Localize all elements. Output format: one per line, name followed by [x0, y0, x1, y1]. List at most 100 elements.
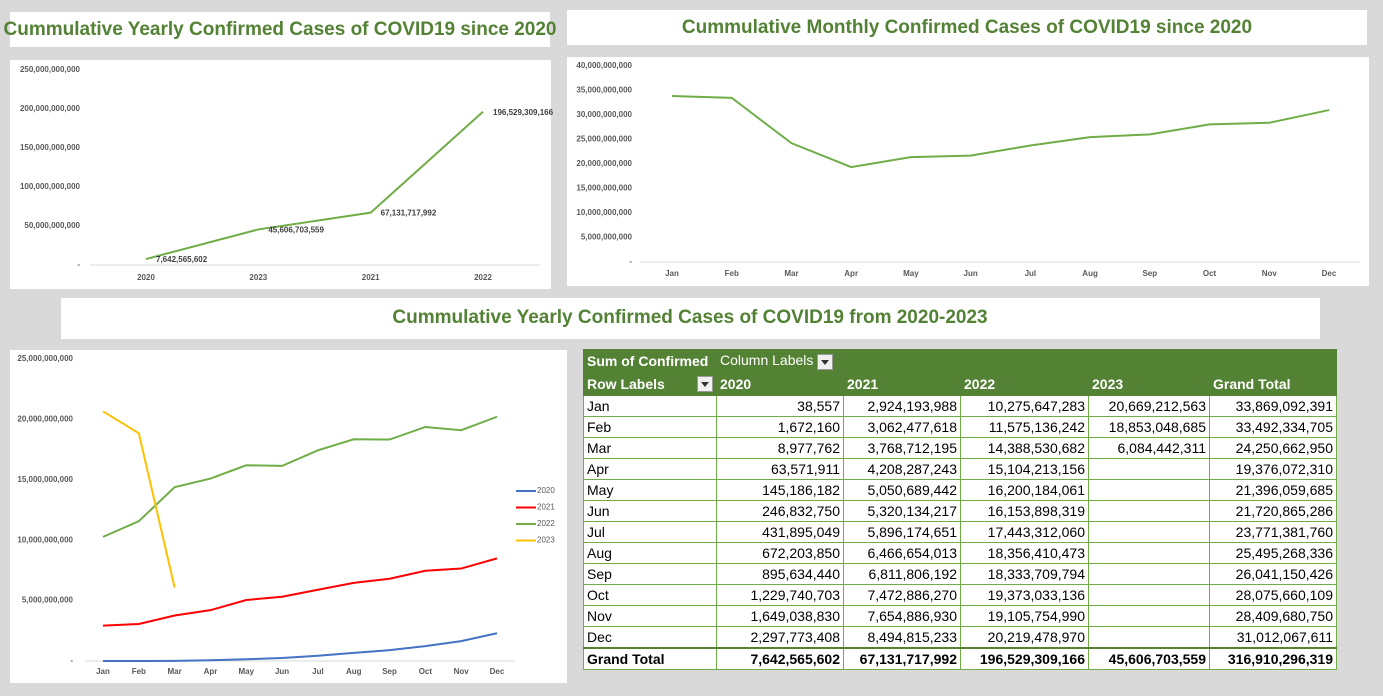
table-cell [1088, 542, 1210, 564]
table-cell: 1,672,160 [716, 416, 844, 438]
x-tick-label: Sep [1142, 269, 1157, 278]
x-tick-label: Feb [725, 269, 739, 278]
y-tick-label: 20,000,000,000 [576, 159, 632, 168]
x-tick-label: 2022 [474, 273, 492, 282]
table-cell: 26,041,150,426 [1209, 563, 1337, 585]
chart-panel [10, 350, 567, 683]
table-cell: 14,388,530,682 [960, 437, 1089, 459]
x-tick-label: Oct [419, 667, 433, 676]
header-cell: Column Labels [716, 349, 1337, 373]
table-cell: 672,203,850 [716, 542, 844, 564]
data-line [102, 632, 498, 662]
title-panel [61, 298, 1320, 339]
header-row: Sum of Confirmed Column Labels [583, 349, 1337, 373]
y-tick-label: - [70, 656, 73, 665]
column-label: Row Labels [587, 376, 665, 392]
filter-button[interactable] [817, 353, 834, 370]
table-cell: 3,768,712,195 [843, 437, 961, 459]
chart-title: Cummulative Yearly Confirmed Cases of CO… [4, 19, 557, 40]
table-row: Jul 431,895,049 5,896,174,651 17,443,312,06… [583, 521, 1337, 543]
table-cell: 38,557 [716, 395, 844, 417]
y-tick-label: 200,000,000,000 [20, 104, 81, 113]
header-cell: Sum of Confirmed [583, 349, 717, 373]
table-cell: 7,472,886,270 [843, 584, 961, 606]
chart-panel [10, 60, 551, 289]
table-cell: 33,869,092,391 [1209, 395, 1337, 417]
table-cell: Dec [583, 626, 717, 649]
table-row: Nov 1,649,038,830 7,654,886,930 19,105,754,… [583, 605, 1337, 627]
table-cell: 5,320,134,217 [843, 500, 961, 522]
x-tick-label: Mar [168, 667, 182, 676]
table-cell: 7,654,886,930 [843, 605, 961, 627]
header-label: Column Labels [720, 352, 814, 369]
y-tick-label: 20,000,000,000 [17, 415, 73, 424]
table-cell: 8,977,762 [716, 437, 844, 459]
y-tick-label: - [629, 257, 632, 266]
table-cell: 5,050,689,442 [843, 479, 961, 501]
filter-button[interactable] [697, 376, 713, 392]
y-tick-label: 10,000,000,000 [17, 535, 73, 544]
title-panel [10, 12, 550, 47]
x-tick-label: Jun [964, 269, 978, 278]
table-cell: 196,529,309,166 [960, 647, 1089, 670]
column-header: Grand Total [1209, 372, 1337, 396]
table-cell: 20,669,212,563 [1088, 395, 1210, 417]
table-cell: 45,606,703,559 [1088, 647, 1210, 670]
data-line [671, 95, 1330, 169]
y-tick-label: 150,000,000,000 [20, 143, 81, 152]
x-tick-label: 2020 [137, 273, 155, 282]
table-row: Dec 2,297,773,408 8,494,815,233 20,219,478,… [583, 626, 1337, 649]
column-header: 2023 [1088, 372, 1210, 396]
table-cell [1088, 605, 1210, 627]
data-line [145, 110, 484, 261]
column-label: 2022 [964, 376, 996, 392]
x-tick-label: Dec [490, 667, 505, 676]
table-cell: Jun [583, 500, 717, 522]
table-cell: 19,373,033,136 [960, 584, 1089, 606]
x-tick-label: Mar [784, 269, 798, 278]
table-cell: 28,409,680,750 [1209, 605, 1337, 627]
table-cell: 246,832,750 [716, 500, 844, 522]
y-tick-label: 25,000,000,000 [17, 354, 73, 363]
title-panel [567, 10, 1367, 45]
table-cell: 28,075,660,109 [1209, 584, 1337, 606]
y-tick-label: 5,000,000,000 [22, 596, 74, 605]
table-cell: Jul [583, 521, 717, 543]
table-cell: 10,275,647,283 [960, 395, 1089, 417]
table-cell: 20,219,478,970 [960, 626, 1089, 649]
chart-title: Cummulative Yearly Confirmed Cases of CO… [392, 307, 987, 328]
x-tick-label: Jun [275, 667, 289, 676]
table-cell: 17,443,312,060 [960, 521, 1089, 543]
table-cell: 4,208,287,243 [843, 458, 961, 480]
table-cell: 2,297,773,408 [716, 626, 844, 649]
total-row: Grand Total 7,642,565,602 67,131,717,992 19… [583, 647, 1337, 670]
pivot-table: Sum of Confirmed Column Labels Row Labels 2… [583, 349, 1337, 670]
table-cell: 33,492,334,705 [1209, 416, 1337, 438]
table-cell: 67,131,717,992 [843, 647, 961, 670]
x-tick-label: Aug [346, 667, 362, 676]
table-cell: 18,333,709,794 [960, 563, 1089, 585]
table-cell: 16,200,184,061 [960, 479, 1089, 501]
x-tick-label: Oct [1203, 269, 1217, 278]
table-cell [1088, 563, 1210, 585]
x-tick-label: Apr [844, 269, 858, 278]
table-cell: 31,012,067,611 [1209, 626, 1337, 649]
header-row: Row Labels 2020 2021 2022 2023 Grand Total [583, 372, 1337, 396]
table-cell: 895,634,440 [716, 563, 844, 585]
table-cell: 19,376,072,310 [1209, 458, 1337, 480]
y-tick-label: - [77, 260, 80, 269]
x-tick-label: Apr [204, 667, 218, 676]
y-tick-label: 5,000,000,000 [581, 233, 633, 242]
table-cell: 18,853,048,685 [1088, 416, 1210, 438]
table-cell: 7,642,565,602 [716, 647, 844, 670]
x-tick-label: Jan [96, 667, 110, 676]
x-tick-label: May [238, 667, 254, 676]
table-cell: 8,494,815,233 [843, 626, 961, 649]
table-cell: 431,895,049 [716, 521, 844, 543]
column-label: 2021 [847, 376, 879, 392]
table-row: Apr 63,571,911 4,208,287,243 15,104,213,156… [583, 458, 1337, 480]
table-row: Oct 1,229,740,703 7,472,886,270 19,373,033,… [583, 584, 1337, 606]
x-tick-label: Jul [1025, 269, 1037, 278]
